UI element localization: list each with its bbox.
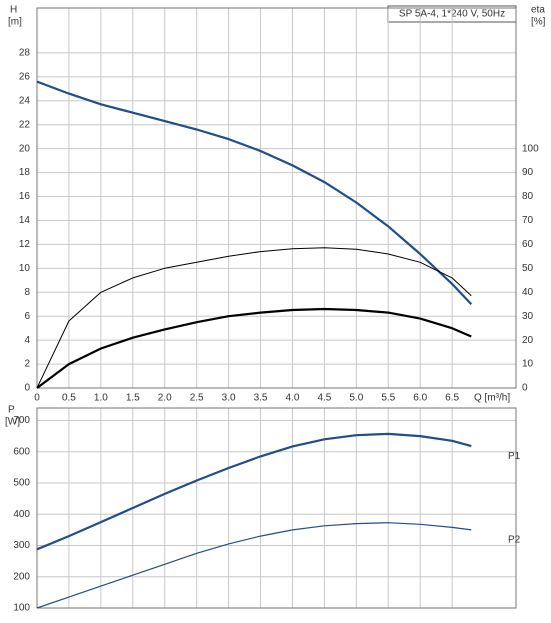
y-tick-label: 16 bbox=[19, 191, 31, 202]
y-axis-unit: [W] bbox=[5, 417, 20, 428]
curve bbox=[36, 80, 473, 305]
y2-tick-label: 90 bbox=[522, 167, 534, 178]
y-tick-label: 2 bbox=[24, 359, 30, 370]
x-tick-label: 6.0 bbox=[413, 393, 427, 404]
x-tick-label: 6.5 bbox=[445, 393, 459, 404]
x-tick-label: 0.5 bbox=[62, 393, 76, 404]
y-axis-label: P bbox=[8, 405, 15, 416]
y-tick-label: 100 bbox=[13, 603, 30, 614]
curve bbox=[36, 522, 472, 609]
y-tick-label: 26 bbox=[19, 71, 31, 82]
x-axis-label: Q [m³/h] bbox=[474, 393, 510, 404]
x-tick-label: 1.5 bbox=[126, 393, 140, 404]
y2-tick-label: 100 bbox=[522, 143, 539, 154]
curve bbox=[36, 247, 472, 389]
y-tick-label: 24 bbox=[19, 95, 31, 106]
y2-tick-label: 20 bbox=[522, 335, 534, 346]
y-tick-label: 200 bbox=[13, 571, 30, 582]
y-tick-label: 0 bbox=[24, 383, 30, 394]
y-tick-label: 20 bbox=[19, 143, 31, 154]
x-tick-label: 3.0 bbox=[222, 393, 236, 404]
curve bbox=[36, 307, 472, 389]
y-tick-label: 12 bbox=[19, 239, 31, 250]
y-axis-label: H bbox=[10, 5, 17, 16]
y2-axis-label: eta bbox=[531, 5, 545, 16]
y-axis-unit: [m] bbox=[8, 17, 22, 28]
y2-axis-unit: [%] bbox=[531, 17, 546, 28]
x-tick-label: 2.5 bbox=[190, 393, 204, 404]
x-tick-label: 5.0 bbox=[349, 393, 363, 404]
x-tick-label: 1.0 bbox=[94, 393, 108, 404]
y2-tick-label: 50 bbox=[522, 263, 534, 274]
plot-frame bbox=[36, 407, 517, 609]
y2-tick-label: 0 bbox=[522, 383, 528, 394]
y-tick-label: 14 bbox=[19, 215, 31, 226]
y-tick-label: 4 bbox=[24, 335, 30, 346]
curve bbox=[36, 432, 472, 551]
y-tick-label: 700 bbox=[13, 415, 30, 426]
y2-tick-label: 10 bbox=[522, 359, 534, 370]
y2-tick-label: 70 bbox=[522, 215, 534, 226]
y2-tick-label: 60 bbox=[522, 239, 534, 250]
y-tick-label: 6 bbox=[24, 311, 30, 322]
x-tick-label: 3.5 bbox=[254, 393, 268, 404]
y2-tick-label: 40 bbox=[522, 287, 534, 298]
y-tick-label: 28 bbox=[19, 48, 31, 59]
series-label: P1 bbox=[508, 451, 521, 462]
y-tick-label: 400 bbox=[13, 509, 30, 520]
y-tick-label: 22 bbox=[19, 119, 31, 130]
x-tick-label: 4.0 bbox=[286, 393, 300, 404]
y-tick-label: 10 bbox=[19, 263, 31, 274]
x-tick-label: 2.0 bbox=[158, 393, 172, 404]
y-tick-label: 8 bbox=[24, 287, 30, 298]
y-tick-label: 500 bbox=[13, 478, 30, 489]
y-tick-label: 300 bbox=[13, 540, 30, 551]
plot-frame bbox=[36, 7, 517, 389]
x-tick-label: 4.5 bbox=[317, 393, 331, 404]
x-tick-label: 5.5 bbox=[381, 393, 395, 404]
y-tick-label: 18 bbox=[19, 167, 31, 178]
y2-tick-label: 30 bbox=[522, 311, 534, 322]
y2-tick-label: 80 bbox=[522, 191, 534, 202]
y-tick-label: 600 bbox=[13, 446, 30, 457]
series-label: P2 bbox=[508, 535, 521, 546]
x-tick-label: 0 bbox=[34, 393, 40, 404]
